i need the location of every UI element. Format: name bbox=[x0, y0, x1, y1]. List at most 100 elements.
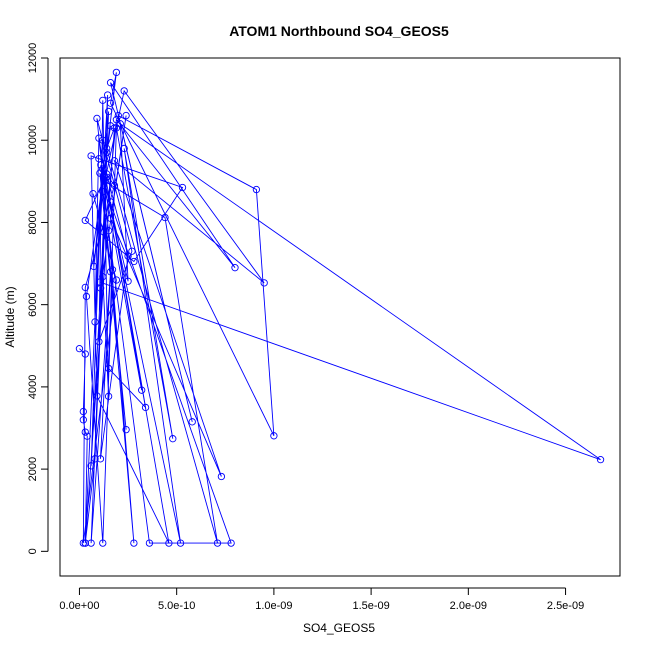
data-point bbox=[90, 262, 98, 271]
chart-title: ATOM1 Northbound SO4_GEOS5 bbox=[229, 23, 449, 39]
data-point bbox=[83, 432, 91, 440]
data-point bbox=[103, 148, 111, 157]
data-point bbox=[99, 273, 107, 281]
data-point bbox=[99, 136, 107, 144]
x-axis: 0.0e+00 5.0e-10 1.0e-09 1.5e-09 2.0e-09 2.5e-… bbox=[59, 587, 584, 612]
y-tick-label: 2000 bbox=[27, 457, 39, 481]
data-point bbox=[217, 472, 226, 481]
data-point bbox=[91, 318, 99, 326]
data-point bbox=[231, 264, 239, 272]
data-point bbox=[87, 539, 95, 547]
x-axis-label: SO4_GEOS5 bbox=[303, 621, 375, 635]
series-layer bbox=[75, 68, 605, 547]
data-point bbox=[79, 407, 87, 416]
data-point bbox=[124, 277, 132, 285]
data-point bbox=[128, 247, 136, 255]
data-point bbox=[141, 403, 150, 412]
data-point bbox=[176, 539, 185, 547]
data-point bbox=[120, 87, 128, 95]
data-point bbox=[112, 116, 121, 124]
data-point bbox=[87, 152, 95, 160]
data-point bbox=[145, 539, 154, 547]
data-point bbox=[112, 68, 121, 77]
data-point bbox=[75, 345, 84, 353]
data-point bbox=[120, 144, 128, 153]
data-point bbox=[81, 216, 89, 225]
data-point bbox=[95, 155, 103, 163]
x-tick-label: 2.0e-09 bbox=[450, 600, 487, 612]
data-point bbox=[108, 266, 117, 274]
data-point bbox=[213, 539, 222, 547]
data-point bbox=[596, 456, 605, 464]
data-point bbox=[91, 455, 99, 463]
data-point bbox=[95, 134, 103, 142]
x-tick-label: 5.0e-10 bbox=[158, 600, 195, 612]
data-point bbox=[106, 268, 115, 276]
x-tick-label: 1.0e-09 bbox=[255, 600, 292, 612]
y-tick-label: 4000 bbox=[27, 375, 39, 399]
data-point bbox=[99, 96, 107, 104]
data-point bbox=[227, 539, 235, 547]
series-line bbox=[79, 72, 601, 544]
data-point bbox=[103, 91, 112, 99]
data-point bbox=[89, 190, 97, 198]
data-point bbox=[138, 386, 146, 394]
data-point bbox=[110, 124, 119, 132]
y-tick-label: 0 bbox=[27, 548, 39, 554]
data-point bbox=[95, 338, 103, 346]
data-point bbox=[106, 99, 115, 107]
data-point bbox=[188, 418, 196, 426]
data-point bbox=[103, 170, 111, 178]
data-point bbox=[252, 185, 261, 194]
data-point bbox=[106, 198, 115, 206]
data-point bbox=[81, 350, 89, 358]
data-point bbox=[104, 107, 113, 116]
data-point bbox=[99, 165, 107, 173]
data-point bbox=[178, 183, 187, 192]
data-point bbox=[124, 252, 132, 260]
data-point bbox=[116, 120, 124, 128]
data-point bbox=[161, 213, 169, 222]
data-point bbox=[165, 539, 173, 547]
data-point bbox=[104, 364, 113, 373]
data-point bbox=[104, 392, 113, 400]
data-point bbox=[87, 462, 95, 470]
data-point bbox=[112, 276, 121, 284]
data-point bbox=[81, 539, 89, 547]
x-tick-label: 0.0e+00 bbox=[59, 600, 99, 612]
data-point bbox=[81, 428, 89, 436]
data-point bbox=[106, 214, 115, 222]
y-axis: 0 2000 4000 6000 8000 10000 12000 bbox=[27, 43, 49, 554]
data-point bbox=[79, 416, 87, 424]
data-point bbox=[101, 177, 109, 185]
data-point bbox=[81, 283, 89, 292]
data-point bbox=[122, 111, 130, 120]
data-point bbox=[106, 79, 115, 87]
data-point bbox=[99, 187, 107, 196]
data-point bbox=[169, 435, 177, 443]
data-point bbox=[130, 257, 138, 266]
data-point bbox=[99, 539, 107, 547]
x-tick-label: 2.5e-09 bbox=[547, 600, 584, 612]
data-point bbox=[93, 114, 101, 123]
data-point bbox=[96, 455, 105, 463]
data-point bbox=[82, 292, 91, 301]
data-point bbox=[106, 122, 115, 130]
x-tick-label: 1.5e-09 bbox=[352, 600, 389, 612]
y-axis-label: Altitude (m) bbox=[3, 286, 17, 347]
data-point bbox=[103, 144, 111, 153]
data-point bbox=[114, 111, 122, 120]
data-point bbox=[260, 279, 268, 287]
y-tick-label: 12000 bbox=[27, 43, 39, 74]
data-point bbox=[270, 432, 278, 440]
data-point bbox=[103, 173, 111, 181]
data-point bbox=[130, 539, 138, 547]
data-point bbox=[110, 181, 119, 190]
y-tick-label: 6000 bbox=[27, 292, 39, 316]
data-point bbox=[104, 227, 113, 235]
y-tick-label: 10000 bbox=[27, 125, 39, 156]
data-point bbox=[122, 425, 130, 434]
y-tick-label: 8000 bbox=[27, 210, 39, 234]
data-point bbox=[79, 539, 87, 547]
